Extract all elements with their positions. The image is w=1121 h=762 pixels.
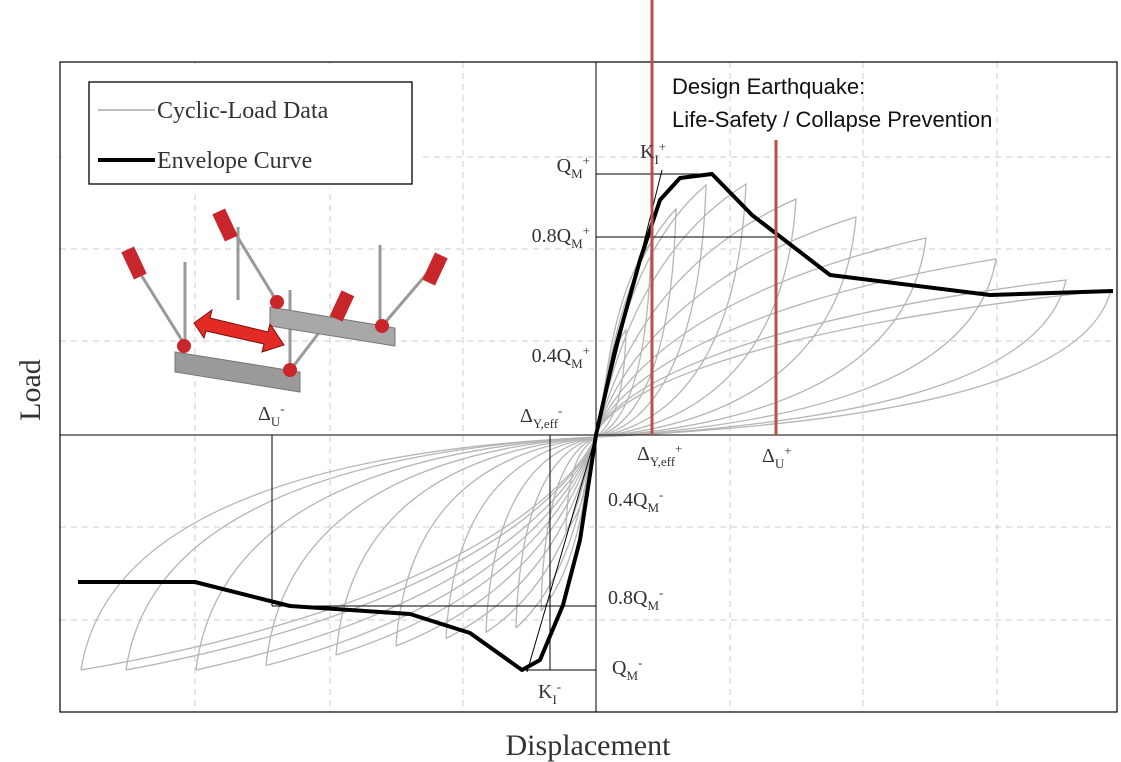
label-sup: - <box>558 403 562 418</box>
label: ΔU+ <box>762 443 792 471</box>
label-base: 0.8Q <box>608 587 648 609</box>
label: KI+ <box>640 139 666 167</box>
label: 0.4QM+ <box>532 343 590 371</box>
label: 0.4QM- <box>608 487 663 515</box>
label-sub: M <box>571 166 583 181</box>
hanger-illustration <box>121 208 447 392</box>
y-axis-label: Load <box>14 359 47 421</box>
label: 0.8QM- <box>608 585 663 613</box>
label-sub: M <box>571 356 583 371</box>
label-base: K <box>640 141 655 163</box>
label-base: Q <box>612 657 627 679</box>
annotation: Life-Safety / Collapse Prevention <box>672 107 992 132</box>
label: QM+ <box>557 153 590 181</box>
figure: Cyclic-Load Data Envelope Curve QM+0.8QM… <box>0 0 1121 762</box>
label-sup: + <box>659 139 666 154</box>
label-sub: Y,eff <box>533 416 559 431</box>
label-sup: - <box>557 679 561 694</box>
label-sub: Y,eff <box>650 454 676 469</box>
x-axis-label: Displacement <box>506 729 672 762</box>
label-sub: I <box>654 152 658 167</box>
label-sub: I <box>552 692 556 707</box>
label-sub: U <box>271 414 281 429</box>
legend-label: Cyclic-Load Data <box>157 98 329 124</box>
label-sup: - <box>638 655 642 670</box>
label-base: 0.4Q <box>608 489 648 511</box>
label: KI- <box>538 679 561 707</box>
label: QM- <box>612 655 642 683</box>
label-sup: + <box>583 223 590 238</box>
label-base: K <box>538 681 553 703</box>
label-sup: - <box>280 401 284 416</box>
label: 0.8QM+ <box>532 223 590 251</box>
label-base: 0.8Q <box>532 225 572 247</box>
legend-label: Envelope Curve <box>157 148 312 174</box>
annotation: Design Earthquake: <box>672 74 865 99</box>
label-base: Δ <box>520 405 533 427</box>
label-sup: + <box>784 443 791 458</box>
label: ΔY,eff+ <box>637 441 682 469</box>
label-sup: + <box>583 343 590 358</box>
label-base: Q <box>557 155 572 177</box>
label-sub: M <box>571 236 583 251</box>
legend: Cyclic-Load Data Envelope Curve <box>62 64 418 188</box>
label-base: Δ <box>258 403 271 425</box>
label-sub: U <box>775 456 785 471</box>
label: ΔU- <box>258 401 285 429</box>
label-sub: M <box>647 598 659 613</box>
label: ΔY,eff- <box>520 403 562 431</box>
label-base: 0.4Q <box>532 345 572 367</box>
label-sub: M <box>647 500 659 515</box>
label-sup: + <box>675 441 682 456</box>
label-base: Δ <box>637 443 650 465</box>
label-sup: + <box>583 153 590 168</box>
label-sup: - <box>659 487 663 502</box>
label-sub: M <box>626 668 638 683</box>
label-base: Δ <box>762 445 775 467</box>
label-sup: - <box>659 585 663 600</box>
